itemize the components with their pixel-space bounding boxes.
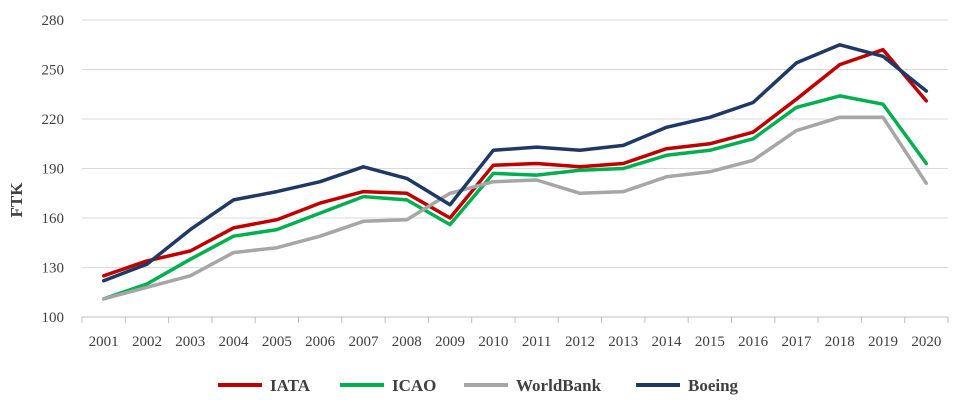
y-tick-label: 130 [42, 261, 65, 277]
gridlines [82, 19, 948, 268]
series-line-iata [101, 47, 929, 278]
x-tick-label: 2019 [868, 334, 898, 350]
y-tick-label: 100 [42, 310, 65, 326]
x-tick-label: 2007 [348, 334, 379, 350]
x-tick-label: 2008 [392, 334, 422, 350]
y-tick-label: 160 [42, 211, 65, 227]
x-tick-label: 2012 [565, 334, 595, 350]
y-tick-label: 250 [42, 63, 65, 79]
y-tick-label: 280 [42, 13, 65, 29]
x-tick-label: 2013 [608, 334, 638, 350]
series-line-boeing [101, 43, 929, 283]
legend: IATA ICAO WorldBank Boeing [218, 376, 739, 395]
series-line-icao [101, 94, 929, 301]
legend-label-iata: IATA [270, 376, 311, 395]
y-axis-ticks: 100 130 160 190 220 250 280 [42, 13, 65, 326]
x-tick-label: 2005 [262, 334, 292, 350]
x-tick-label: 2004 [219, 334, 250, 350]
x-tick-label: 2003 [175, 334, 205, 350]
x-tick-label: 2020 [911, 334, 941, 350]
series-lines [101, 43, 929, 301]
y-tick-label: 190 [42, 162, 65, 178]
legend-label-worldbank: WorldBank [516, 376, 602, 395]
x-tick-label: 2010 [478, 334, 508, 350]
x-tick-label: 2006 [305, 334, 336, 350]
x-tick-label: 2018 [825, 334, 855, 350]
legend-label-icao: ICAO [392, 376, 436, 395]
x-axis-ticks: 2001 2002 2003 2004 2005 2006 2007 2008 2009 2010… [81, 317, 949, 350]
x-tick-label: 2002 [132, 334, 162, 350]
x-tick-label: 2017 [781, 334, 812, 350]
series-line-worldbank [101, 115, 929, 301]
legend-label-boeing: Boeing [688, 376, 739, 395]
x-tick-label: 2014 [652, 334, 683, 350]
y-axis-title: FTK [7, 182, 26, 218]
y-tick-label: 220 [42, 112, 65, 128]
x-tick-label: 2016 [738, 334, 769, 350]
x-tick-label: 2009 [435, 334, 465, 350]
x-tick-label: 2001 [89, 334, 119, 350]
x-tick-label: 2011 [522, 334, 551, 350]
x-tick-label: 2015 [695, 334, 725, 350]
